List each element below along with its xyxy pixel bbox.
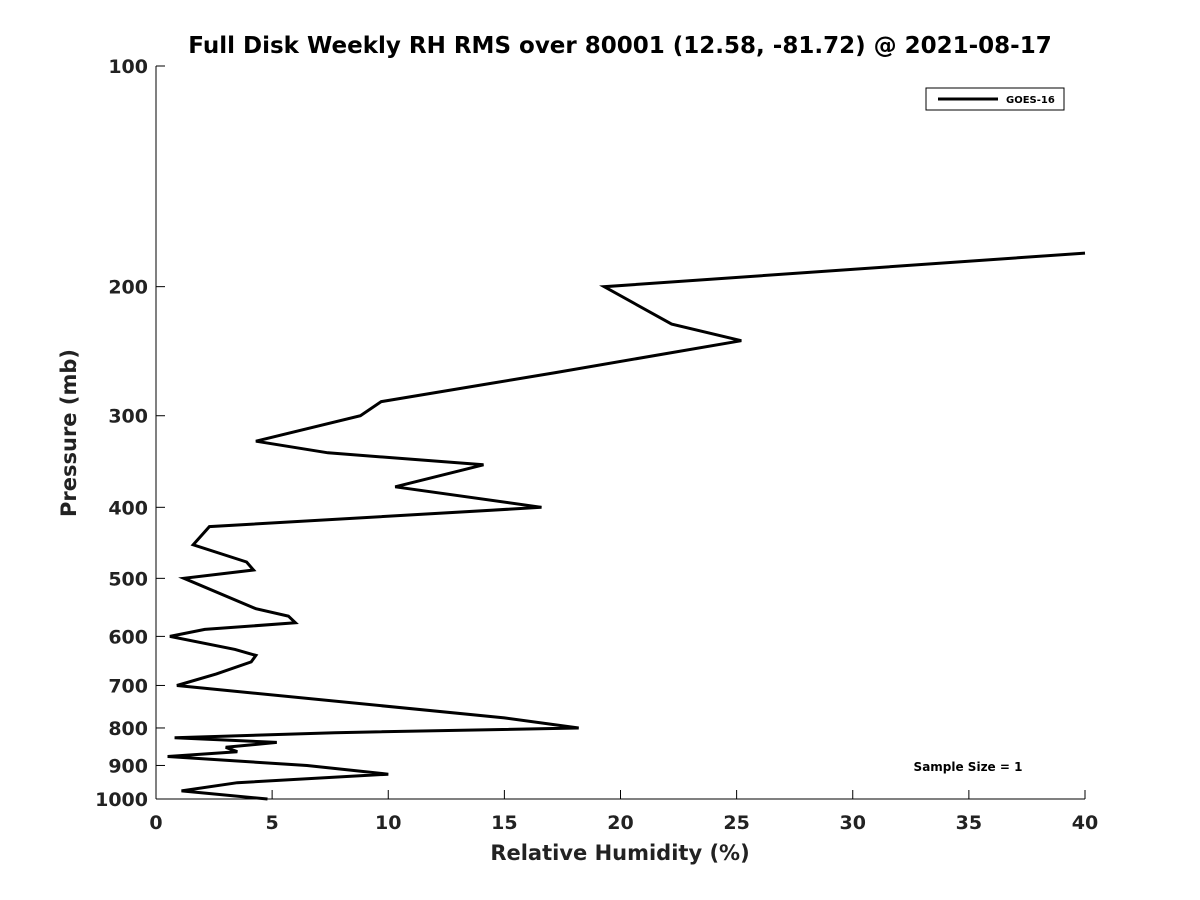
x-tick-label: 25 [723, 812, 749, 834]
x-tick-label: 0 [149, 812, 162, 834]
chart-title: Full Disk Weekly RH RMS over 80001 (12.5… [188, 33, 1051, 59]
y-tick-label: 900 [108, 755, 148, 777]
sample-size-annotation: Sample Size = 1 [914, 760, 1023, 774]
series-line-goes-16 [167, 251, 1086, 801]
x-axis-label: Relative Humidity (%) [490, 841, 749, 865]
y-tick-label: 500 [108, 568, 148, 590]
x-tick-label: 30 [840, 812, 866, 834]
x-tick-label: 10 [375, 812, 401, 834]
x-tick-label: 20 [607, 812, 633, 834]
y-tick-label: 300 [108, 406, 148, 428]
y-tick-label: 200 [108, 277, 148, 299]
y-tick-label: 700 [108, 675, 148, 697]
y-tick-label: 600 [108, 626, 148, 648]
y-axis-label: Pressure (mb) [57, 349, 81, 517]
x-tick-label: 35 [956, 812, 982, 834]
y-ticks: 100 200 300 400 500 600 700 800 900 1000 [95, 56, 165, 811]
legend-entry-goes-16: GOES-16 [1006, 95, 1055, 106]
legend: GOES-16 [925, 87, 1065, 111]
x-tick-label: 5 [266, 812, 279, 834]
x-ticks: 0 5 10 15 20 25 30 35 40 [149, 790, 1098, 834]
series-layer [167, 251, 1086, 801]
x-tick-label: 40 [1072, 812, 1098, 834]
y-tick-label: 100 [108, 56, 148, 78]
y-tick-label: 400 [108, 497, 148, 519]
x-tick-label: 15 [491, 812, 517, 834]
y-tick-label: 800 [108, 718, 148, 740]
y-tick-label: 1000 [95, 789, 148, 811]
